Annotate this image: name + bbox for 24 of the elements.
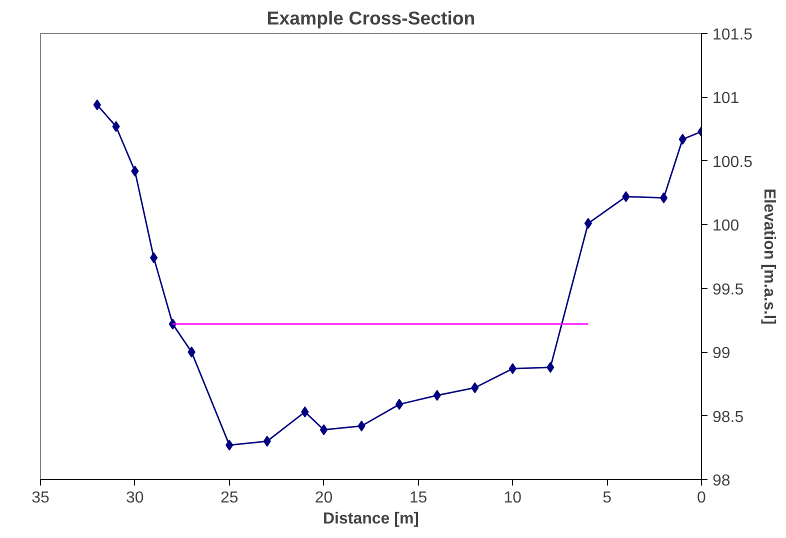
point xyxy=(584,218,592,229)
x-axis-title: Distance [m] xyxy=(322,510,420,528)
y-axis-title: Elevation [m.a.s.l] xyxy=(760,188,778,325)
x-tick-label: 10 xyxy=(504,490,522,506)
point xyxy=(150,252,158,264)
y-tick-label: 99 xyxy=(712,345,730,362)
y-tick-label: 100 xyxy=(712,218,740,235)
x-tick-label: 5 xyxy=(602,490,612,506)
point xyxy=(320,424,328,436)
x-tick-label: 15 xyxy=(409,490,428,506)
y-tick-label: 100.5 xyxy=(712,154,753,171)
x-tick-label: 0 xyxy=(697,490,706,506)
x-tick-label: 25 xyxy=(220,490,238,506)
x-tick-label: 20 xyxy=(314,490,333,506)
y-tick-label: 99.5 xyxy=(712,281,744,298)
y-tick-label: 101 xyxy=(712,90,740,108)
x-tick-label: 35 xyxy=(32,490,50,506)
chart-title: Example Cross-Section xyxy=(266,8,476,28)
point xyxy=(395,398,404,410)
y-tick-label: 101.5 xyxy=(712,26,753,44)
point xyxy=(660,192,668,204)
y-tick-label: 98 xyxy=(712,472,730,490)
y-tick-label: 98.5 xyxy=(712,408,744,426)
x-tick-label: 30 xyxy=(126,490,144,506)
